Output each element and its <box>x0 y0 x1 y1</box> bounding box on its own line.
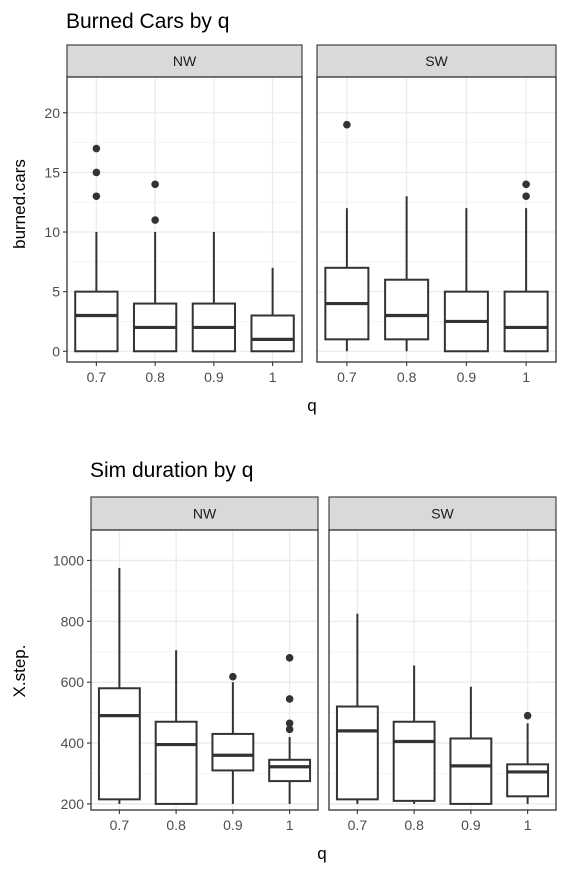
outlier-point <box>151 181 159 189</box>
outlier-point <box>93 145 101 153</box>
x-tick-label: 0.9 <box>461 817 481 833</box>
x-tick-label: 0.9 <box>204 369 224 385</box>
box-iqr <box>75 292 117 352</box>
outlier-point <box>343 121 351 129</box>
box-iqr <box>507 764 548 796</box>
facet-strip-label: SW <box>425 53 448 69</box>
y-axis-label: X.step. <box>10 645 29 698</box>
outlier-point <box>522 181 530 189</box>
y-axis-label: burned.cars <box>10 159 29 249</box>
y-tick-label: 400 <box>61 735 85 751</box>
outlier-point <box>286 654 294 662</box>
outlier-point <box>93 192 101 200</box>
outlier-point <box>229 673 237 681</box>
y-tick-label: 10 <box>44 224 60 240</box>
x-tick-label: 1 <box>269 369 277 385</box>
outlier-point <box>286 719 294 727</box>
chart-title: Sim duration by q <box>90 459 253 482</box>
y-tick-label: 200 <box>61 796 85 812</box>
outlier-point <box>524 712 532 720</box>
y-tick-label: 800 <box>61 613 85 629</box>
box-iqr <box>99 688 140 799</box>
outlier-point <box>93 169 101 177</box>
outlier-point <box>286 695 294 703</box>
y-tick-label: 20 <box>44 105 60 121</box>
box-iqr <box>394 722 435 801</box>
x-tick-label: 0.7 <box>87 369 107 385</box>
y-tick-label: 0 <box>52 343 60 359</box>
chart-burned-cars: Burned Cars by q NW 0.7 0.8 0.9 1 SW 0.7 0.8 0.9… <box>10 10 556 415</box>
facet-strip-label: SW <box>431 506 454 522</box>
outlier-point <box>522 192 530 200</box>
x-axis-label: q <box>307 396 316 415</box>
x-tick-label: 0.8 <box>397 369 417 385</box>
x-axis-label: q <box>317 844 326 863</box>
x-tick-label: 0.8 <box>145 369 165 385</box>
facet-strip-label: NW <box>173 53 197 69</box>
x-tick-label: 1 <box>524 817 532 833</box>
box-iqr <box>269 760 310 781</box>
y-tick-label: 600 <box>61 674 85 690</box>
x-tick-label: 0.7 <box>348 817 368 833</box>
box-iqr <box>212 734 253 771</box>
y-tick-label: 15 <box>44 164 60 180</box>
x-tick-label: 0.8 <box>166 817 186 833</box>
facet-strip-label: NW <box>193 506 217 522</box>
x-tick-label: 0.7 <box>110 817 130 833</box>
y-tick-label: 5 <box>52 284 60 300</box>
facet-sw: SW 0.7 0.8 0.9 1 <box>317 45 556 385</box>
x-tick-label: 0.8 <box>404 817 424 833</box>
box-iqr <box>505 292 548 352</box>
facet-nw: NW 0.7 0.8 0.9 1 <box>91 497 318 833</box>
box-iqr <box>450 738 491 803</box>
x-tick-label: 0.7 <box>337 369 357 385</box>
box-iqr <box>385 280 428 340</box>
x-tick-label: 1 <box>522 369 530 385</box>
box-iqr <box>337 707 378 800</box>
box-iqr <box>251 315 293 351</box>
box-iqr <box>156 722 197 804</box>
chart-sim-duration-plot: NW 0.7 0.8 0.9 1 SW 0.7 0.8 0.9 1 200 400 600 800 1000 <box>53 497 556 833</box>
y-tick-label: 1000 <box>53 552 84 568</box>
facet-sw: SW 0.7 0.8 0.9 1 <box>329 497 556 833</box>
x-tick-label: 1 <box>286 817 294 833</box>
outlier-point <box>151 216 159 224</box>
chart-title: Burned Cars by q <box>66 10 229 33</box>
x-tick-label: 0.9 <box>457 369 477 385</box>
x-tick-label: 0.9 <box>223 817 243 833</box>
facet-nw: NW 0.7 0.8 0.9 1 <box>67 45 302 385</box>
chart-sim-duration: Sim duration by q NW 0.7 0.8 0.9 1 SW 0.7 0.8 0.… <box>10 459 556 863</box>
